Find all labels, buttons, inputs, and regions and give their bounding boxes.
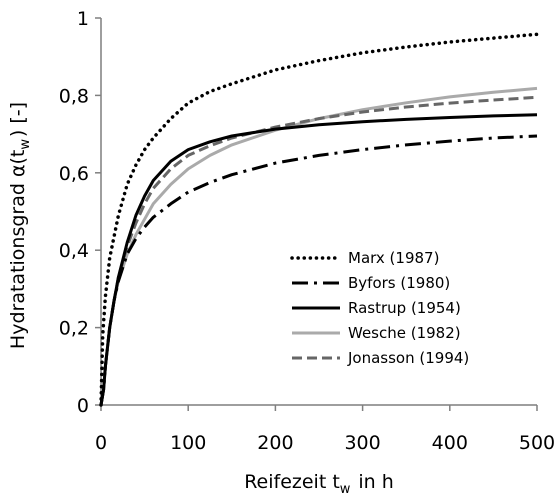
x-tick-label: 300 bbox=[344, 432, 380, 454]
legend-label: Wesche (1982) bbox=[348, 324, 461, 342]
y-tick-label: 0,8 bbox=[59, 85, 89, 107]
series-line-jonasson bbox=[99, 95, 538, 406]
x-tick-label: 100 bbox=[170, 432, 206, 454]
y-axis-title: Hydratationsgrad α(tw ) [-] bbox=[7, 102, 33, 349]
legend-label: Byfors (1980) bbox=[348, 274, 450, 292]
series-line-wesche bbox=[99, 86, 538, 406]
legend-label: Marx (1987) bbox=[348, 249, 439, 267]
series-line-rastrup bbox=[99, 113, 538, 406]
x-tick-label: 0 bbox=[95, 432, 107, 454]
legend-label: Rastrup (1954) bbox=[348, 299, 461, 317]
series-line-marx bbox=[99, 32, 539, 407]
y-tick-label: 0,2 bbox=[59, 318, 89, 340]
axes: 0 0,2 0,4 0,6 0,8 1 0 100 200 300 400 500 bbox=[59, 8, 555, 454]
x-tick-label: 200 bbox=[257, 432, 293, 454]
y-tick-label: 0,6 bbox=[59, 163, 89, 185]
x-tick-label: 500 bbox=[519, 432, 555, 454]
y-tick-label: 1 bbox=[77, 8, 89, 30]
y-tick-label: 0 bbox=[77, 395, 89, 417]
series-layer bbox=[99, 32, 539, 407]
x-axis-title: Reifezeit tw in h bbox=[244, 471, 394, 497]
legend-label: Jonasson (1994) bbox=[347, 349, 469, 367]
y-tick-label: 0,4 bbox=[59, 240, 89, 262]
x-tick-label: 400 bbox=[432, 432, 468, 454]
series-line-byfors bbox=[99, 134, 538, 406]
legend: Marx (1987) Byfors (1980) Rastrup (1954) We… bbox=[290, 249, 469, 367]
